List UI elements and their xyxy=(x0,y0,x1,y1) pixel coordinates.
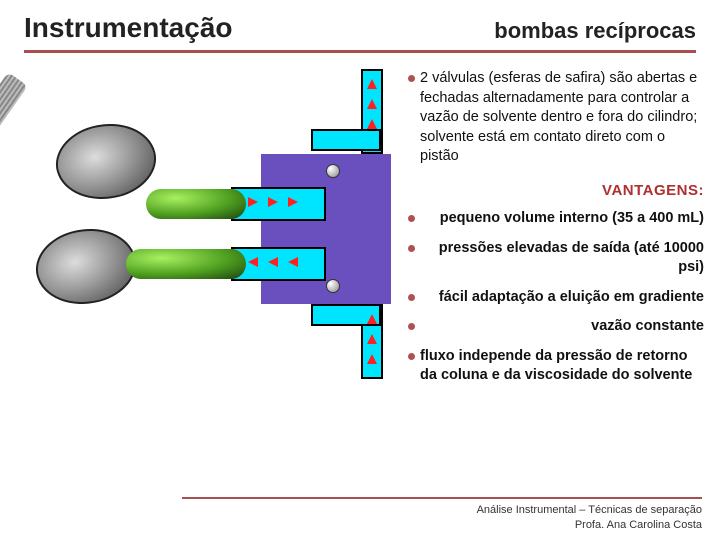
advantage-item: vazão constante xyxy=(408,317,704,337)
advantage-item: pressões elevadas de saída (até 10000 ps… xyxy=(408,239,704,278)
text-column: 2 válvulas (esferas de safira) são abert… xyxy=(396,69,704,390)
advantage-item: pequeno volume interno (35 a 400 mL) xyxy=(408,209,704,229)
footer: Análise Instrumental – Técnicas de separ… xyxy=(182,497,702,532)
pump-diagram xyxy=(16,69,396,379)
page-subtitle: bombas recíprocas xyxy=(494,18,696,44)
advantage-item: fluxo independe da pressão de retorno da… xyxy=(408,347,704,386)
footer-rule xyxy=(182,497,702,499)
advantages-heading: VANTAGENS: xyxy=(408,181,704,201)
main-description: 2 válvulas (esferas de safira) são abert… xyxy=(408,69,704,167)
advantage-item: fácil adaptação a eluição em gradiente xyxy=(408,288,704,308)
footer-line-2: Profa. Ana Carolina Costa xyxy=(182,518,702,532)
footer-line-1: Análise Instrumental – Técnicas de separ… xyxy=(182,503,702,517)
page-title: Instrumentação xyxy=(24,12,233,44)
